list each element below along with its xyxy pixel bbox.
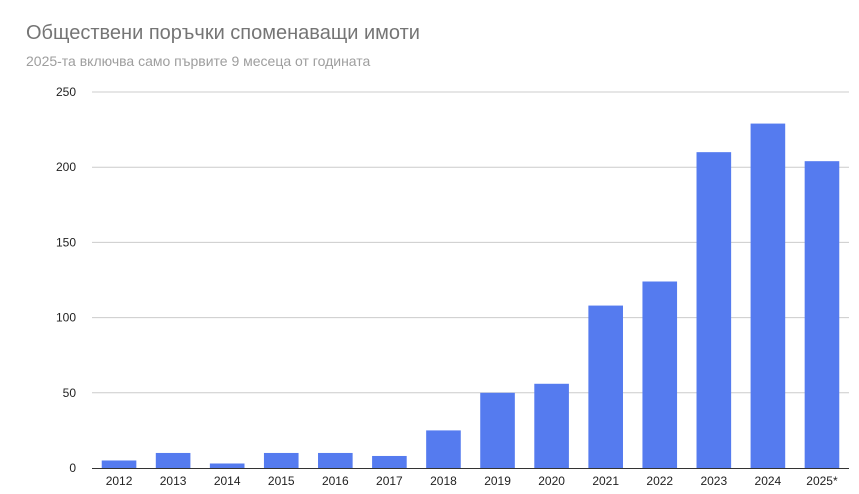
y-tick-label: 150 — [56, 235, 76, 249]
chart-title: Обществени поръчки споменаващи имоти — [26, 22, 420, 44]
bar-2015 — [263, 452, 299, 468]
x-tick-label: 2024 — [755, 474, 782, 488]
x-tick-label: 2022 — [646, 474, 673, 488]
x-axis-ticks: 2012 2013 2014 2015 2016 2017 2018 2019 2020 2021… — [106, 474, 838, 488]
y-tick-label: 250 — [56, 85, 76, 99]
bar-2012 — [101, 460, 137, 468]
bar-2013 — [155, 452, 191, 468]
x-tick-label: 2016 — [322, 474, 349, 488]
bar-2021 — [588, 305, 623, 468]
bar-2018 — [426, 430, 461, 468]
gridlines — [92, 91, 849, 394]
x-tick-label: 2023 — [700, 474, 727, 488]
y-tick-label: 200 — [56, 160, 76, 174]
y-tick-label: 100 — [56, 311, 76, 325]
bar-2025 — [804, 161, 840, 468]
x-tick-label: 2020 — [538, 474, 565, 488]
y-tick-label: 0 — [69, 461, 76, 475]
x-tick-label: 2021 — [592, 474, 619, 488]
x-tick-label: 2017 — [376, 474, 403, 488]
bars — [101, 123, 840, 468]
bar-2019 — [480, 392, 515, 468]
y-axis-ticks: 0 50 100 150 200 250 — [56, 85, 76, 475]
bar-2017 — [372, 455, 407, 468]
x-tick-label: 2025* — [806, 474, 838, 488]
x-tick-label: 2012 — [106, 474, 133, 488]
chart-subtitle: 2025-та включва само първите 9 месеца от… — [26, 53, 371, 69]
bar-2024 — [750, 123, 786, 468]
x-tick-label: 2018 — [430, 474, 457, 488]
x-tick-label: 2014 — [214, 474, 241, 488]
bar-2022 — [642, 281, 678, 468]
bar-2020 — [534, 383, 569, 468]
bar-2023 — [696, 152, 732, 468]
x-tick-label: 2015 — [268, 474, 295, 488]
x-tick-label: 2013 — [160, 474, 187, 488]
x-tick-label: 2019 — [484, 474, 511, 488]
bar-2016 — [318, 452, 353, 468]
bar-2014 — [209, 463, 245, 468]
y-tick-label: 50 — [63, 386, 77, 400]
